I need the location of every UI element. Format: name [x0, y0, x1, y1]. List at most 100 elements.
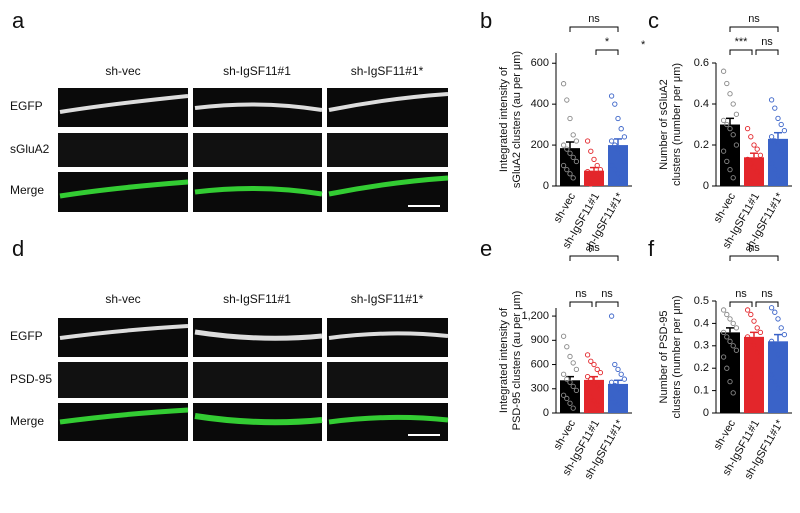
- data-point: [727, 166, 733, 173]
- y-tick-label: 0.1: [694, 385, 709, 397]
- column-header: sh-vec: [105, 64, 140, 78]
- data-point: [588, 376, 594, 382]
- data-point: [621, 134, 628, 140]
- data-point: [588, 181, 594, 187]
- data-point: [621, 158, 628, 165]
- data-point: [751, 142, 757, 148]
- data-point: [730, 320, 736, 327]
- row-label: Merge: [10, 414, 44, 428]
- data-point: [560, 81, 567, 87]
- data-point: [584, 138, 591, 144]
- data-point: [730, 101, 736, 107]
- significance-bracket: [755, 49, 779, 55]
- bar: [608, 383, 628, 413]
- data-point: [560, 371, 567, 377]
- y-tick-label: 1,200: [521, 310, 549, 322]
- bar: [744, 336, 764, 413]
- data-point: [612, 361, 618, 368]
- significance-label: ns: [588, 13, 600, 25]
- data-point: [757, 173, 764, 179]
- data-point: [778, 121, 784, 128]
- data-point: [591, 156, 597, 163]
- significance-bracket: [755, 301, 779, 307]
- data-point: [560, 142, 567, 148]
- data-point: [733, 347, 740, 353]
- data-point: [615, 386, 621, 392]
- column-header: sh-IgSF11#1: [223, 292, 291, 306]
- data-point: [608, 162, 615, 169]
- significance-label: ***: [735, 36, 749, 48]
- data-point: [567, 379, 573, 385]
- data-point: [733, 142, 740, 148]
- data-point: [597, 166, 604, 173]
- column-header: sh-IgSF11#1*: [351, 292, 424, 306]
- data-point: [768, 134, 775, 140]
- y-tick-label: 600: [531, 358, 549, 370]
- data-point: [754, 325, 760, 331]
- data-point: [618, 389, 624, 395]
- data-point: [588, 148, 594, 154]
- data-point: [754, 168, 760, 175]
- data-point: [612, 399, 618, 405]
- data-point: [597, 177, 604, 183]
- y-tick-label: 400: [531, 98, 549, 110]
- data-point: [748, 134, 754, 140]
- y-tick-label: 0.6: [694, 57, 709, 69]
- data-point: [612, 142, 618, 148]
- data-point: [781, 365, 788, 371]
- data-point: [618, 175, 624, 181]
- panel-letter: e: [480, 236, 492, 261]
- data-point: [748, 311, 754, 318]
- data-point: [781, 154, 788, 160]
- data-point: [612, 101, 618, 107]
- y-tick-label: 0.4: [694, 317, 709, 329]
- data-point: [772, 378, 778, 385]
- data-point: [570, 175, 576, 181]
- significance-label: ns: [761, 288, 773, 300]
- significance-bracket: [595, 301, 619, 307]
- bar: [560, 380, 580, 413]
- data-point: [564, 376, 570, 382]
- data-point: [772, 138, 778, 144]
- panel-letter: b: [480, 8, 492, 33]
- data-point: [570, 405, 576, 411]
- data-point: [567, 353, 573, 360]
- data-point: [588, 394, 594, 400]
- data-point: [733, 325, 740, 331]
- significance-label: *: [605, 36, 610, 48]
- data-point: [778, 148, 784, 154]
- data-point: [560, 333, 567, 339]
- data-point: [591, 361, 597, 368]
- footnote-mark: *: [641, 39, 646, 51]
- data-point: [720, 148, 727, 154]
- bar: [560, 148, 580, 186]
- significance-label: ns: [601, 288, 613, 300]
- data-point: [564, 97, 570, 103]
- data-point: [768, 338, 775, 344]
- significance-label: ns: [575, 288, 587, 300]
- data-point: [730, 132, 736, 138]
- data-point: [720, 117, 727, 124]
- data-point: [573, 366, 580, 373]
- data-point: [564, 395, 570, 402]
- data-point: [744, 334, 751, 340]
- column-header: sh-vec: [105, 292, 140, 306]
- data-point: [751, 343, 757, 349]
- bar: [768, 138, 788, 186]
- data-point: [564, 344, 570, 350]
- panel-letter: a: [12, 8, 25, 33]
- data-point: [727, 378, 733, 385]
- panel-letter: f: [648, 236, 655, 261]
- data-point: [594, 162, 600, 169]
- significance-label: ns: [735, 288, 747, 300]
- data-point: [748, 160, 754, 167]
- data-point: [573, 158, 580, 165]
- data-point: [724, 121, 730, 128]
- column-header: sh-IgSF11#1: [223, 64, 291, 78]
- y-axis-label: clusters (number per μm): [671, 63, 683, 186]
- y-tick-label: 0.3: [694, 340, 709, 352]
- y-tick-label: 600: [531, 57, 549, 69]
- data-point: [720, 354, 727, 360]
- data-point: [591, 398, 597, 404]
- data-point: [594, 382, 600, 389]
